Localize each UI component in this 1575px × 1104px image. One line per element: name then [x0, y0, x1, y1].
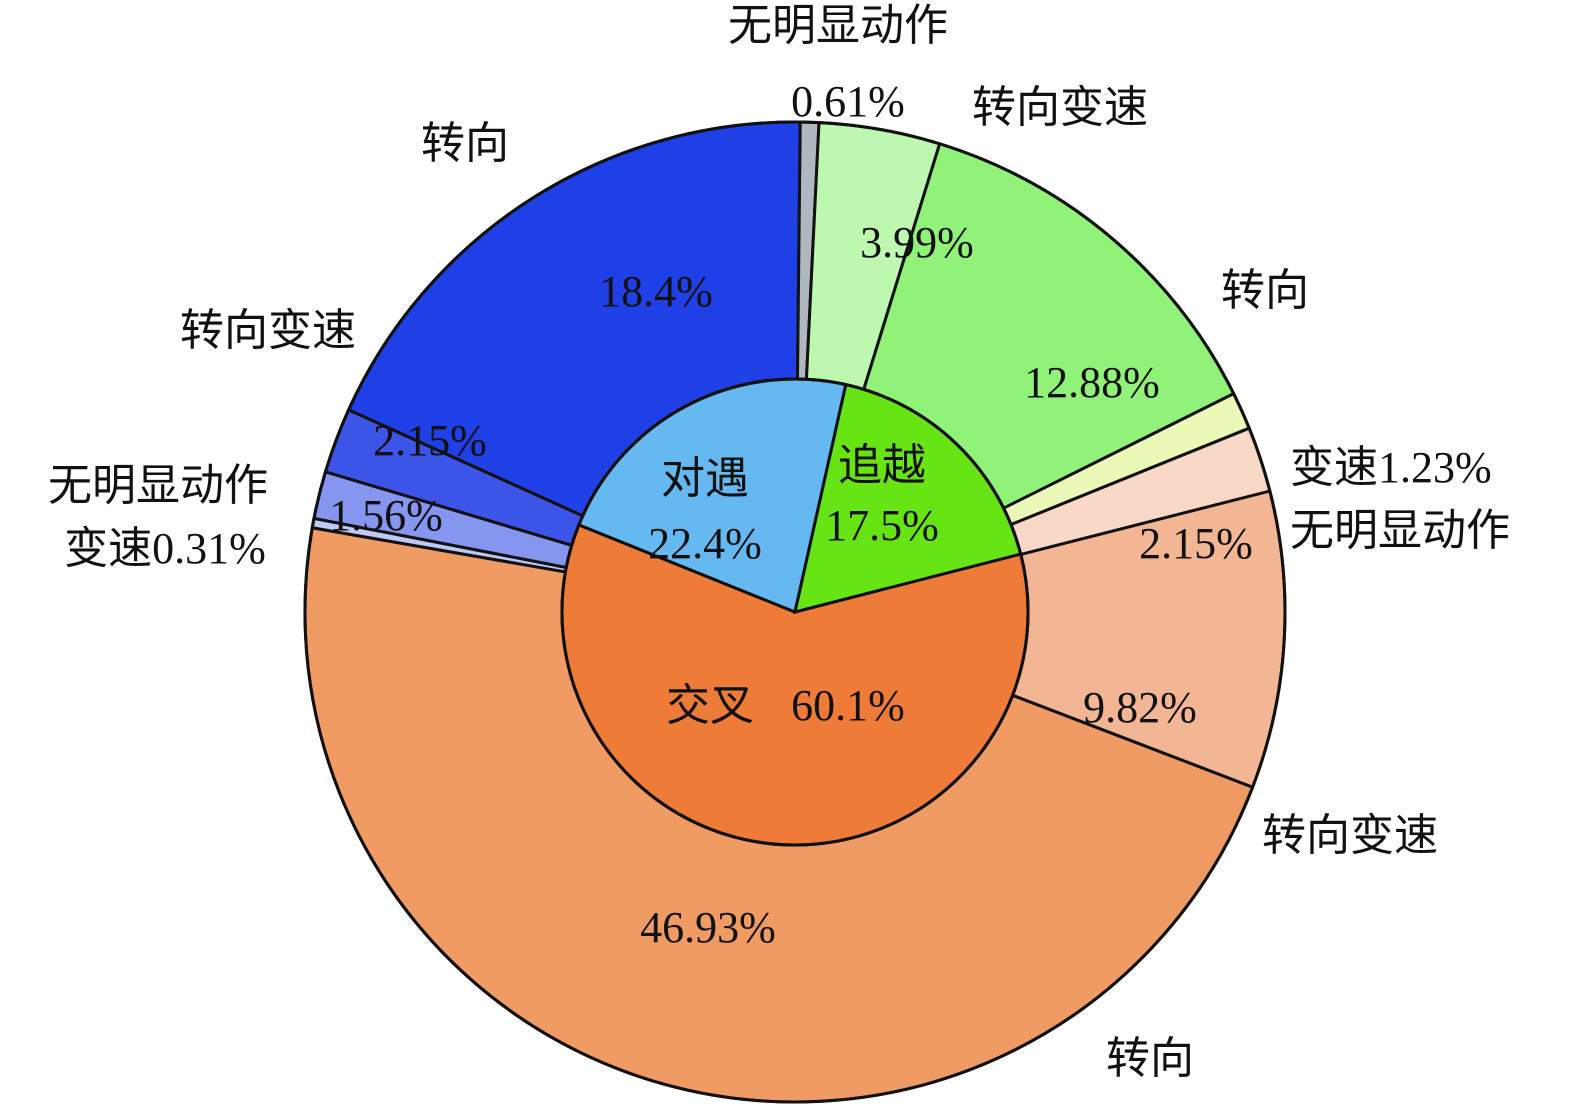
- name-label-head-on-turn: 转向: [421, 119, 509, 168]
- inner-label-crossing-value: 60.1%: [791, 681, 905, 730]
- name-label-overtaking-none: 无明显动作: [728, 1, 948, 50]
- inner-label-head-on-name: 对遇: [661, 454, 749, 503]
- pct-label-crossing-none: 2.15%: [1139, 519, 1253, 568]
- name-label-head-on-turn-speed: 转向变速: [180, 306, 356, 355]
- pct-label-crossing-turn-speed: 9.82%: [1083, 683, 1197, 732]
- outer-ring-outline: [303, 120, 1287, 1104]
- pct-label-crossing-turn: 46.93%: [640, 903, 776, 952]
- inner-ring-outline: [560, 377, 1030, 847]
- name-label-crossing-turn-speed: 转向变速: [1262, 811, 1438, 860]
- pct-label-overtaking-turn-speed: 3.99%: [860, 218, 974, 267]
- name-label-crossing-turn: 转向: [1106, 1034, 1194, 1083]
- inner-ring: [303, 120, 1287, 1104]
- inner-label-crossing-name: 交叉: [666, 681, 754, 730]
- name-label-overtaking-speed: 变速1.23%: [1290, 443, 1492, 492]
- pct-label-head-on-turn: 18.4%: [599, 267, 713, 316]
- pct-label-head-on-turn-speed: 2.15%: [373, 416, 487, 465]
- inner-label-overtaking-name: 追越: [838, 441, 926, 490]
- name-label-crossing-none: 无明显动作: [1290, 506, 1510, 555]
- inner-label-head-on-value: 22.4%: [648, 519, 762, 568]
- pct-label-head-on-none: 1.56%: [329, 491, 443, 540]
- name-label-head-on-speed: 变速0.31%: [64, 524, 266, 573]
- pct-label-overtaking-none: 0.61%: [791, 77, 905, 126]
- name-label-overtaking-turn-speed: 转向变速: [972, 83, 1148, 132]
- pct-label-overtaking-turn: 12.88%: [1024, 358, 1160, 407]
- inner-label-overtaking-value: 17.5%: [825, 501, 939, 550]
- name-label-overtaking-turn: 转向: [1221, 266, 1309, 315]
- name-label-head-on-none: 无明显动作: [48, 461, 268, 510]
